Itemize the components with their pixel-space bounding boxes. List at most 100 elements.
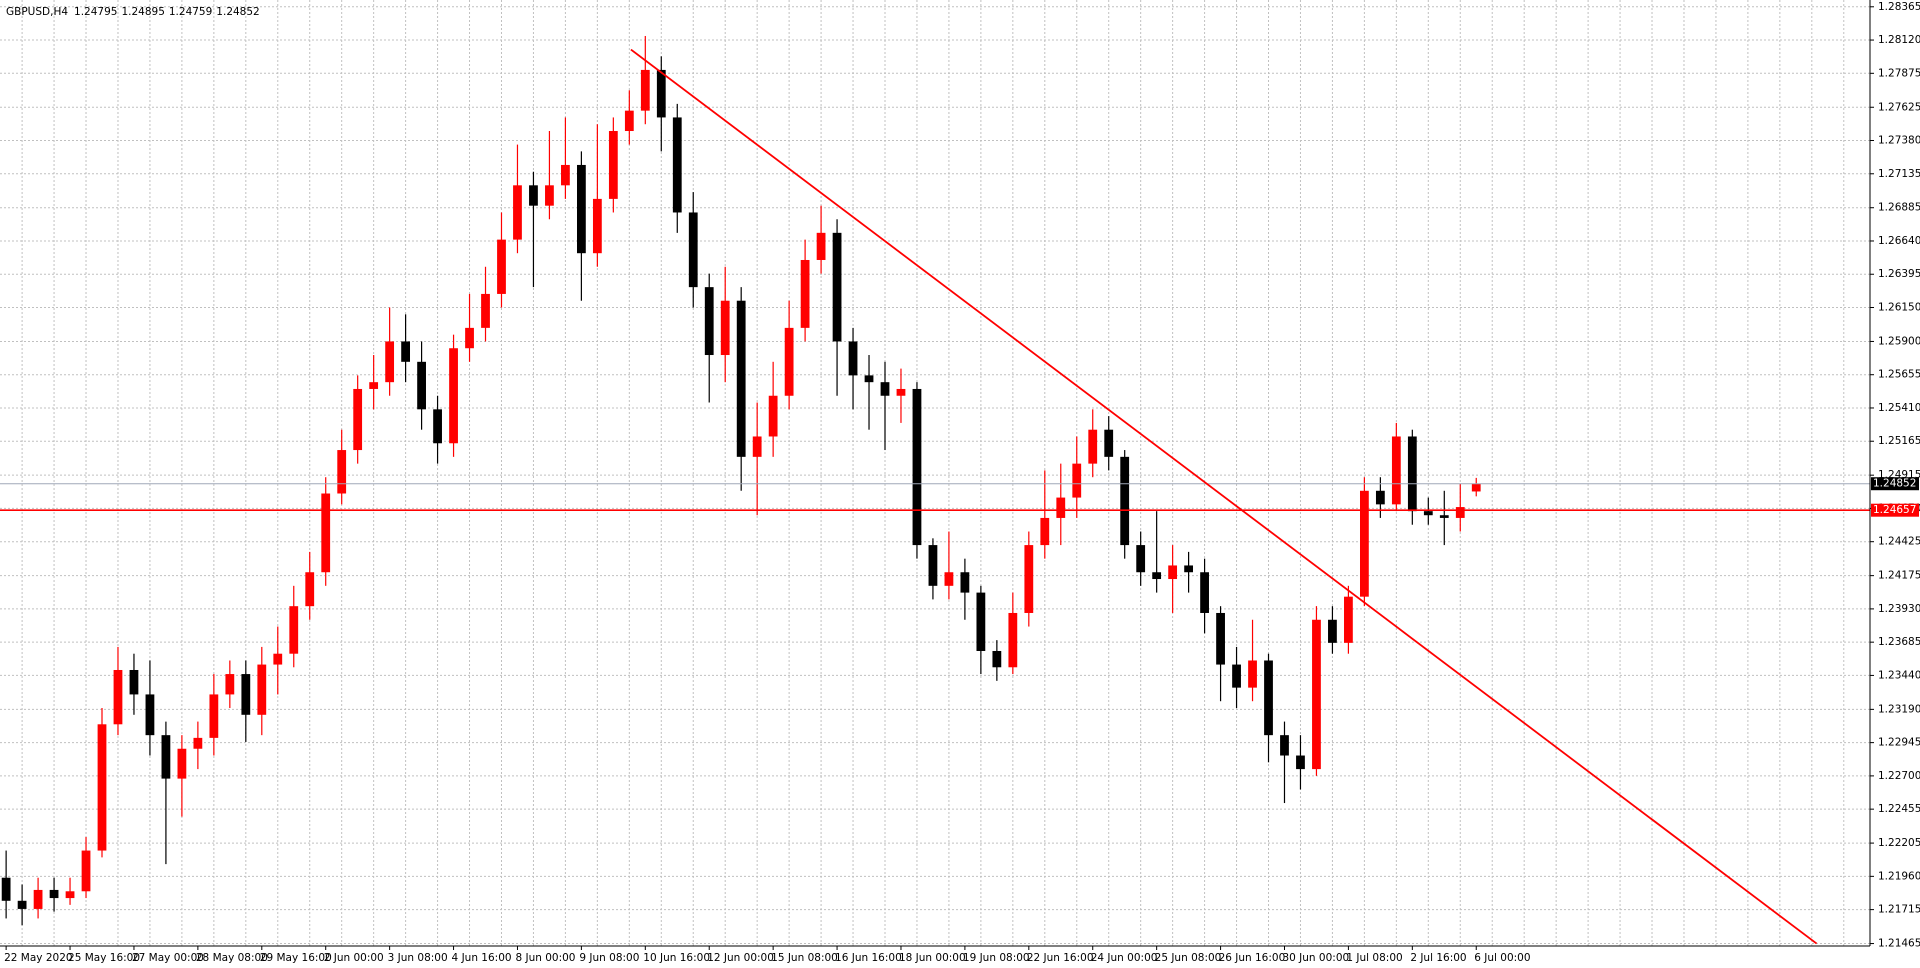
candle-body bbox=[353, 388, 363, 451]
y-tick-label: 1.23685 bbox=[1878, 636, 1920, 648]
current-price-label: 1.24852 bbox=[1873, 478, 1916, 490]
x-tick-label: 6 Jul 00:00 bbox=[1474, 952, 1530, 964]
header-close: 1.24852 bbox=[216, 6, 259, 18]
y-tick-label: 1.22205 bbox=[1878, 837, 1920, 849]
y-tick-label: 1.25165 bbox=[1878, 435, 1920, 447]
candle-body bbox=[417, 361, 426, 410]
y-tick-label: 1.21465 bbox=[1878, 938, 1920, 950]
level-box bbox=[1871, 503, 1919, 517]
candle-body bbox=[656, 69, 666, 118]
candle-body bbox=[800, 259, 810, 328]
y-tick-label: 1.26395 bbox=[1878, 268, 1920, 280]
y-tick-label: 1.25410 bbox=[1878, 402, 1920, 414]
candle-body bbox=[433, 409, 442, 444]
candle-body bbox=[1136, 545, 1146, 573]
candle-body bbox=[497, 239, 506, 294]
candle-body bbox=[1391, 436, 1401, 505]
y-tick-label: 1.21715 bbox=[1878, 904, 1920, 916]
candle-body bbox=[928, 545, 938, 586]
candle-body bbox=[608, 131, 618, 199]
y-tick-label: 1.25655 bbox=[1878, 369, 1920, 381]
candle-body bbox=[385, 341, 395, 383]
candle-body bbox=[1296, 755, 1305, 770]
candle-body bbox=[768, 395, 778, 437]
y-tick-label: 1.27625 bbox=[1878, 101, 1920, 113]
x-tick-label: 26 Jun 16:00 bbox=[1219, 952, 1286, 964]
candle-body bbox=[720, 300, 730, 356]
candle-body bbox=[624, 110, 634, 132]
candle-body bbox=[1008, 612, 1018, 668]
y-tick-label: 1.27135 bbox=[1878, 168, 1920, 180]
candle-body bbox=[864, 375, 874, 383]
candle-body bbox=[193, 737, 203, 749]
candle-body bbox=[1328, 619, 1337, 643]
candle-body bbox=[321, 493, 331, 573]
x-tick-label: 1 Jul 08:00 bbox=[1346, 952, 1402, 964]
x-tick-label: 24 Jun 00:00 bbox=[1091, 952, 1158, 964]
x-tick-label: 2 Jun 00:00 bbox=[324, 952, 384, 964]
x-tick-label: 3 Jun 08:00 bbox=[388, 952, 448, 964]
candle-body bbox=[337, 450, 347, 494]
candle-body bbox=[145, 694, 155, 736]
x-tick-label: 4 Jun 16:00 bbox=[452, 952, 512, 964]
candle-body bbox=[816, 232, 826, 260]
y-tick-label: 1.24425 bbox=[1878, 536, 1920, 548]
candle-body bbox=[576, 164, 586, 254]
candle-body bbox=[976, 592, 986, 651]
candle-body bbox=[33, 889, 43, 909]
candle-body bbox=[880, 382, 890, 396]
candle-body bbox=[1120, 456, 1130, 546]
candle-body bbox=[241, 674, 251, 715]
candle-body bbox=[1088, 429, 1098, 464]
symbol: GBPUSD,H4 bbox=[6, 6, 68, 18]
y-tick-label: 1.27875 bbox=[1878, 67, 1920, 79]
y-tick-label: 1.28365 bbox=[1878, 1, 1920, 13]
candle-body bbox=[752, 436, 762, 457]
candle-body bbox=[97, 724, 107, 851]
header-low: 1.24759 bbox=[169, 6, 212, 18]
candle-body bbox=[704, 287, 714, 356]
x-tick-label: 22 Jun 16:00 bbox=[1027, 952, 1094, 964]
y-tick-label: 1.22455 bbox=[1878, 803, 1920, 815]
x-tick-label: 25 May 16:00 bbox=[68, 952, 140, 964]
y-tick-label: 1.22945 bbox=[1878, 737, 1920, 749]
x-tick-label: 10 Jun 16:00 bbox=[643, 952, 710, 964]
candle-body bbox=[161, 735, 171, 779]
candle-body bbox=[960, 572, 970, 593]
candle-body bbox=[401, 341, 411, 362]
y-tick-label: 1.22700 bbox=[1878, 770, 1920, 782]
y-tick-label: 1.26885 bbox=[1878, 202, 1920, 214]
candle-body bbox=[1152, 572, 1162, 580]
candle-body bbox=[1, 877, 11, 901]
candle-body bbox=[1168, 565, 1178, 580]
candle-body bbox=[1375, 490, 1385, 505]
candle-body bbox=[225, 674, 235, 695]
candle-body bbox=[1312, 619, 1321, 770]
candle-body bbox=[1248, 660, 1257, 688]
x-tick-label: 19 Jun 08:00 bbox=[963, 952, 1030, 964]
candle-body bbox=[1264, 660, 1273, 736]
candle-body bbox=[736, 300, 746, 457]
x-tick-label: 18 Jun 00:00 bbox=[899, 952, 966, 964]
x-tick-label: 28 May 08:00 bbox=[196, 952, 268, 964]
candle-body bbox=[1344, 596, 1353, 643]
x-tick-label: 27 May 00:00 bbox=[132, 952, 204, 964]
x-tick-label: 12 Jun 00:00 bbox=[707, 952, 774, 964]
candle-body bbox=[1024, 545, 1034, 613]
candle-body bbox=[177, 748, 187, 779]
candle-body bbox=[992, 650, 1002, 668]
y-tick-label: 1.21960 bbox=[1878, 870, 1920, 882]
x-tick-label: 22 May 2020 bbox=[4, 952, 72, 964]
candle-body bbox=[1184, 565, 1194, 573]
y-tick-label: 1.23930 bbox=[1878, 603, 1920, 615]
candle-body bbox=[465, 327, 474, 349]
y-tick-label: 1.23190 bbox=[1878, 703, 1920, 715]
candle-body bbox=[529, 185, 538, 206]
candle-body bbox=[832, 232, 842, 342]
candle-body bbox=[1200, 572, 1209, 613]
candle-body bbox=[672, 117, 682, 213]
candle-body bbox=[481, 293, 490, 328]
